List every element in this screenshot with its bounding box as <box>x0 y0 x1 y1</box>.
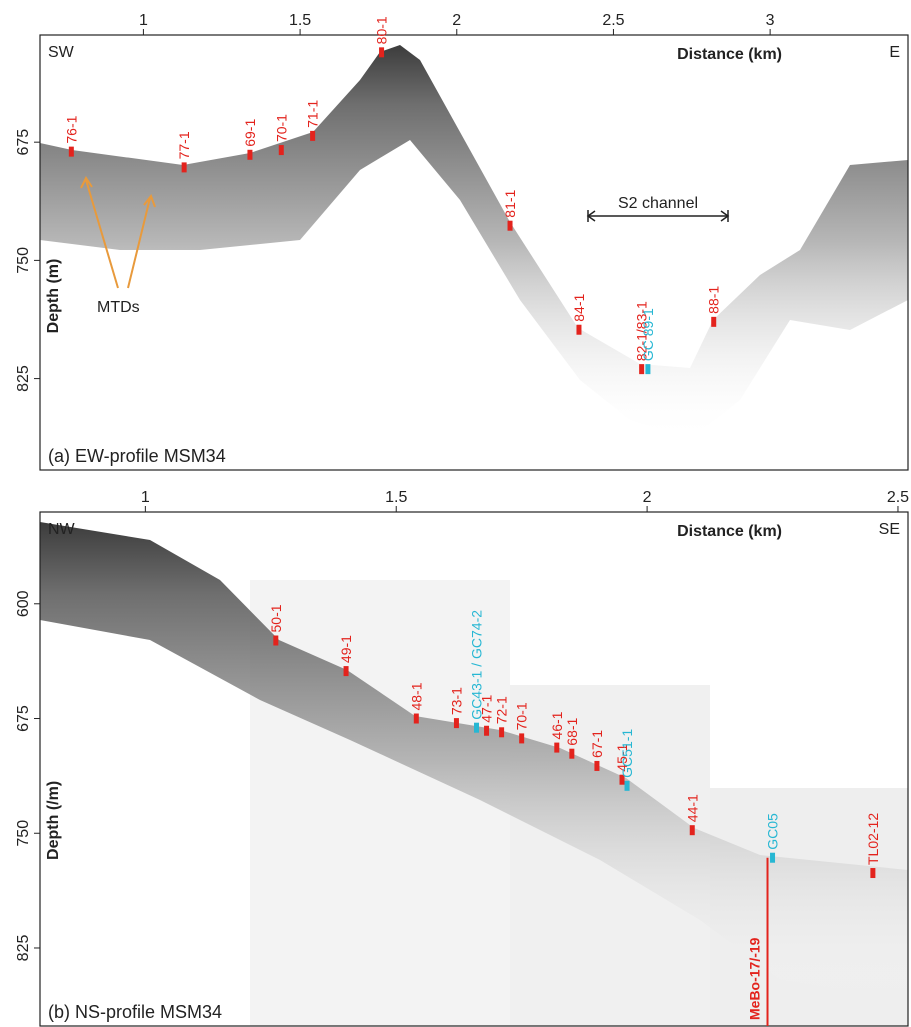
station-marker <box>278 145 284 156</box>
y-tick-label: 750 <box>15 820 32 847</box>
station-label: 72-1 <box>494 696 510 724</box>
station-marker <box>507 220 513 231</box>
station-label: 70-1 <box>273 114 289 142</box>
s2-channel-arrow <box>586 210 730 222</box>
y-tick-label: 600 <box>15 590 32 617</box>
x-tick-label: 1.5 <box>289 12 311 29</box>
y-tick-label: 825 <box>15 935 32 962</box>
x-tick-label: 1.5 <box>385 489 407 506</box>
frame <box>39 511 909 1027</box>
frame <box>39 34 909 471</box>
station-marker <box>576 324 582 335</box>
profile-end: E <box>889 44 900 61</box>
station-marker <box>181 162 187 173</box>
seismic-reflection <box>40 522 908 1000</box>
station-marker <box>594 760 600 771</box>
station-label: 71-1 <box>305 100 321 128</box>
station-marker <box>569 748 575 759</box>
station-marker <box>770 852 776 863</box>
y-axis-label: Depth (m) <box>45 259 62 334</box>
mtd-arrows <box>80 176 156 289</box>
station-label: 68-1 <box>564 717 580 745</box>
station-marker <box>343 666 349 677</box>
station-marker <box>639 364 645 375</box>
station-label: 49-1 <box>338 635 354 663</box>
station-label: 69-1 <box>242 119 258 147</box>
station-label: 67-1 <box>589 730 605 758</box>
station-marker <box>870 868 876 879</box>
station-label: 84-1 <box>571 293 587 321</box>
station-label: 81-1 <box>502 189 518 217</box>
station-label: 76-1 <box>63 115 79 143</box>
station-marker <box>645 364 651 375</box>
borehole-label: MeBo-17/-19 <box>747 937 763 1020</box>
profile-end: NW <box>48 521 76 538</box>
station-label: 44-1 <box>684 794 700 822</box>
station-marker <box>310 130 316 141</box>
station-marker <box>413 713 419 724</box>
station-label: 70-1 <box>514 702 530 730</box>
seismic-reflection <box>40 45 908 440</box>
station-label: 48-1 <box>408 682 424 710</box>
station-label: GC 89-1 <box>640 308 656 361</box>
x-tick-label: 1 <box>139 12 148 29</box>
station-marker <box>379 47 385 58</box>
station-marker <box>484 725 490 736</box>
annotation: MTDs <box>97 299 140 316</box>
profile-end: SW <box>48 44 75 61</box>
station-label: GC51-1 <box>619 729 635 778</box>
y-axis-label: Depth (/m) <box>45 781 62 860</box>
x-axis-label: Distance (km) <box>677 523 782 540</box>
profile-end: SE <box>879 521 900 538</box>
station-marker <box>499 727 505 738</box>
station-marker <box>619 774 625 785</box>
x-tick-label: 3 <box>766 12 775 29</box>
x-tick-label: 2 <box>452 12 461 29</box>
x-tick-label: 2 <box>643 489 652 506</box>
station-marker <box>689 825 695 836</box>
station-label: 88-1 <box>706 286 722 314</box>
x-tick-label: 2.5 <box>887 489 909 506</box>
station-marker <box>453 718 459 729</box>
y-tick-label: 675 <box>15 129 32 156</box>
station-marker <box>519 733 525 744</box>
station-label: TL02-12 <box>865 813 881 865</box>
station-label: 80-1 <box>374 16 390 44</box>
x-tick-label: 1 <box>141 489 150 506</box>
station-marker <box>711 316 717 327</box>
station-label: 82-1/83-1 <box>634 301 650 361</box>
annotation: S2 channel <box>618 195 698 212</box>
y-tick-label: 750 <box>15 247 32 274</box>
panel-title: (b) NS-profile MSM34 <box>48 1002 222 1022</box>
station-label: 45-1 <box>614 743 630 771</box>
panel-title: (a) EW-profile MSM34 <box>48 446 226 466</box>
y-tick-label: 825 <box>15 365 32 392</box>
station-marker <box>273 635 279 646</box>
station-label: 46-1 <box>549 711 565 739</box>
station-label: 73-1 <box>448 687 464 715</box>
station-label: 47-1 <box>479 695 495 723</box>
station-marker <box>247 149 253 160</box>
station-marker <box>68 146 74 157</box>
y-tick-label: 675 <box>15 705 32 732</box>
station-label: 50-1 <box>268 604 284 632</box>
station-label: GC43-1 / GC74-2 <box>469 610 485 720</box>
x-axis-label: Distance (km) <box>677 46 782 63</box>
station-marker <box>554 742 560 753</box>
station-label: 77-1 <box>176 131 192 159</box>
station-marker <box>624 780 630 791</box>
station-label: GC05 <box>765 813 781 850</box>
station-marker <box>474 722 480 733</box>
x-tick-label: 2.5 <box>602 12 624 29</box>
